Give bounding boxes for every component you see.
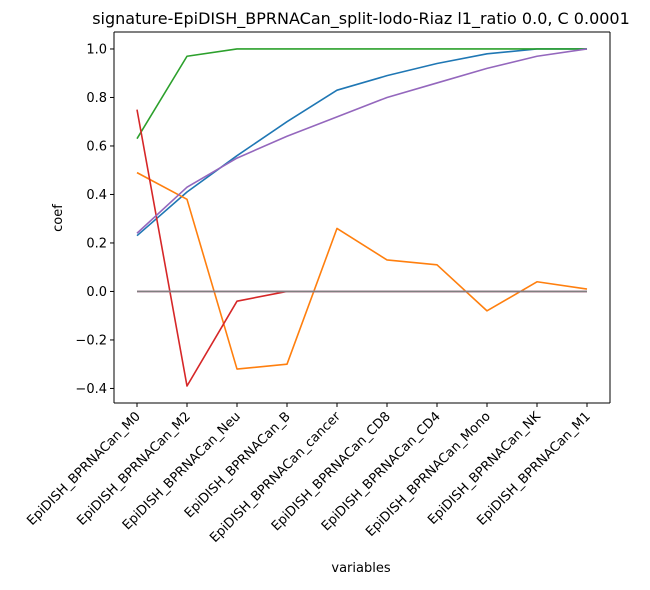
series-line-2 xyxy=(136,171,588,370)
y-tick-label: 0.4 xyxy=(86,188,107,203)
y-tick-label: 0.8 xyxy=(86,91,107,106)
chart-title: signature-EpiDISH_BPRNACan_split-lodo-Ri… xyxy=(92,9,630,29)
y-tick-label: 0.6 xyxy=(86,139,107,154)
series-line-5 xyxy=(136,48,588,234)
series-line-1 xyxy=(136,48,587,237)
y-tick-label: −0.4 xyxy=(75,382,107,397)
series-layer xyxy=(136,48,588,387)
series-line-3 xyxy=(136,48,587,140)
y-tick-label: −0.2 xyxy=(75,333,107,348)
y-axis-label: coef xyxy=(51,204,66,232)
y-tick-label: 1.0 xyxy=(86,42,107,57)
y-tick-label: 0.2 xyxy=(86,236,107,251)
y-tick-label: 0.0 xyxy=(86,285,107,300)
x-axis-label: variables xyxy=(331,561,390,576)
